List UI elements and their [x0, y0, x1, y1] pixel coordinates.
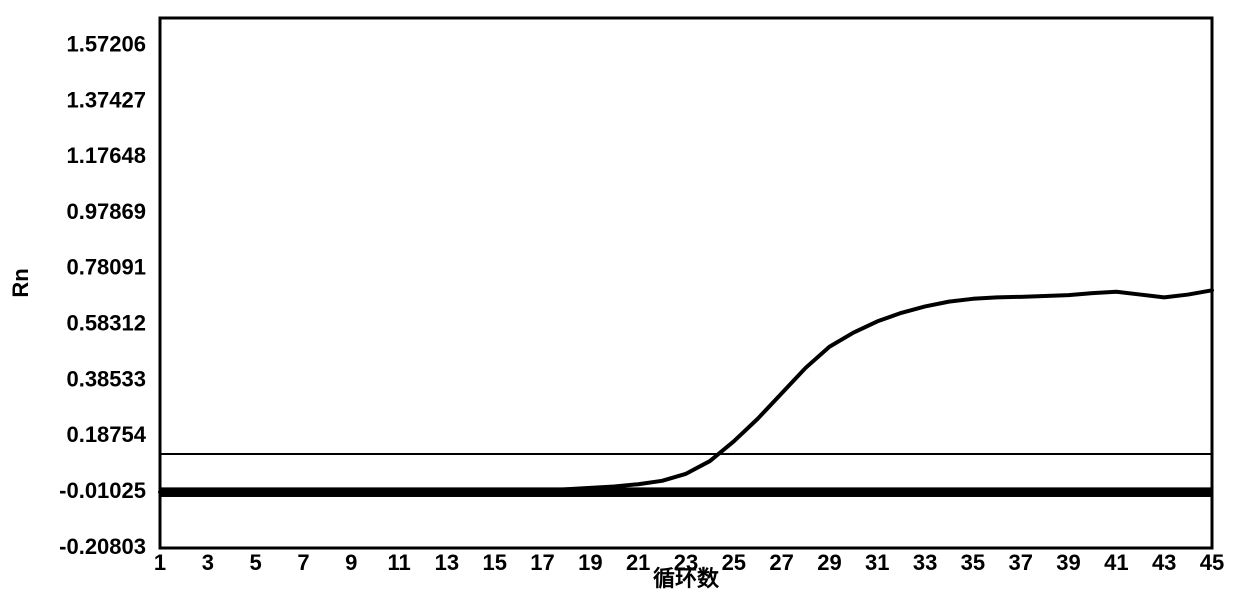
x-axis-label: 循环数: [653, 566, 720, 591]
x-tick-label: 17: [530, 550, 554, 575]
x-tick-label: 21: [626, 550, 650, 575]
y-tick-label: 1.17648: [66, 143, 146, 168]
x-tick-label: 15: [482, 550, 506, 575]
x-tick-label: 29: [817, 550, 841, 575]
x-tick-label: 11: [387, 550, 410, 575]
x-tick-label: 41: [1104, 550, 1128, 575]
y-tick-label: 0.78091: [66, 255, 146, 280]
x-tick-label: 35: [961, 550, 985, 575]
x-tick-label: 43: [1152, 550, 1176, 575]
x-tick-label: 19: [578, 550, 602, 575]
y-tick-label: 1.57206: [66, 31, 146, 56]
x-tick-label: 31: [865, 550, 889, 575]
x-tick-label: 13: [435, 550, 459, 575]
y-tick-label: 1.37427: [66, 87, 146, 112]
x-tick-label: 25: [722, 550, 746, 575]
x-tick-label: 39: [1056, 550, 1080, 575]
x-tick-label: 5: [250, 550, 262, 575]
x-tick-label: 33: [913, 550, 937, 575]
x-tick-label: 7: [297, 550, 309, 575]
x-tick-label: 3: [202, 550, 214, 575]
x-tick-label: 37: [1008, 550, 1032, 575]
x-tick-label: 27: [769, 550, 793, 575]
y-tick-label: 0.38533: [66, 366, 146, 391]
amplification-chart: -0.20803 -0.01025 0.18754 0.38533 0.58312 0.7…: [0, 0, 1240, 608]
y-tick-label: 0.58312: [66, 311, 146, 336]
chart-svg: -0.20803 -0.01025 0.18754 0.38533 0.58312 0.7…: [0, 0, 1240, 608]
x-tick-label: 9: [345, 550, 357, 575]
y-axis-label: Rn: [8, 268, 33, 297]
y-tick-label: 0.18754: [66, 422, 146, 447]
y-tick-label: 0.97869: [66, 199, 146, 224]
x-tick-label: 45: [1200, 550, 1224, 575]
y-tick-label: -0.20803: [59, 534, 146, 559]
chart-background: [0, 0, 1240, 608]
y-tick-label: -0.01025: [59, 478, 146, 503]
x-tick-label: 1: [154, 550, 166, 575]
